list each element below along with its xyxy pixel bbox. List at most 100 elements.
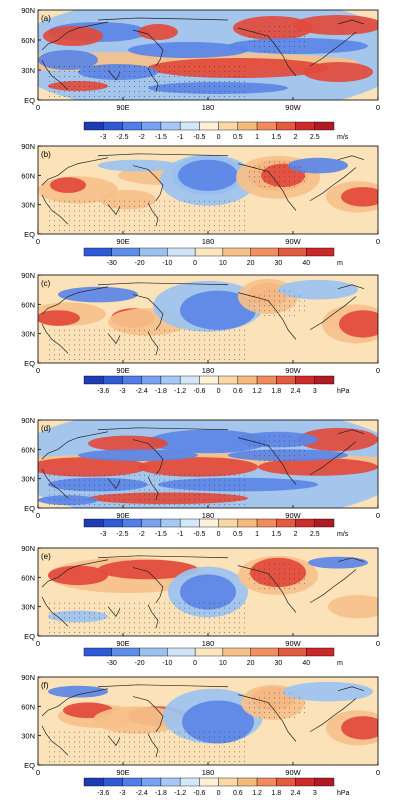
y-tick-label: 60N bbox=[21, 36, 35, 45]
anomaly-shading bbox=[48, 565, 108, 586]
coastline bbox=[42, 689, 108, 716]
x-tick-label: 90W bbox=[285, 366, 301, 375]
colorbar-unit: hPa bbox=[337, 388, 350, 395]
coastline bbox=[310, 32, 356, 66]
anomaly-shading bbox=[38, 457, 148, 477]
colorbar-tick-label: 0.5 bbox=[233, 134, 243, 141]
colorbar-tick-label: -1.5 bbox=[155, 134, 167, 141]
colorbar-tick-label: 1 bbox=[255, 531, 259, 538]
colorbar-tick-label: 3 bbox=[313, 790, 317, 797]
x-tick-label: 90W bbox=[285, 103, 301, 112]
coastline bbox=[133, 697, 163, 732]
coastline bbox=[338, 430, 364, 434]
coastline bbox=[148, 332, 158, 355]
colorbar-swatch bbox=[103, 777, 123, 787]
y-tick-label: 90N bbox=[21, 6, 35, 15]
colorbar-tick-label: -3 bbox=[100, 134, 106, 141]
colorbar-tick-label: -3 bbox=[100, 531, 106, 538]
coastline bbox=[42, 597, 68, 626]
colorbar-swatch bbox=[218, 518, 239, 528]
coastline bbox=[238, 695, 296, 742]
coastline bbox=[338, 687, 364, 691]
coastline bbox=[238, 293, 296, 340]
panel-label: (a) bbox=[41, 14, 51, 23]
colorbar-swatch bbox=[194, 647, 224, 657]
x-tick-label: 90E bbox=[116, 639, 129, 648]
coastline bbox=[133, 30, 163, 66]
colorbar-swatch bbox=[276, 518, 296, 528]
colorbar-tick-label: -2.5 bbox=[116, 134, 128, 141]
colorbar-swatch bbox=[83, 647, 112, 657]
colorbar-swatch bbox=[179, 121, 200, 131]
coastline bbox=[238, 566, 296, 613]
anomaly-shading bbox=[98, 559, 198, 580]
anomaly-shading bbox=[48, 685, 108, 698]
x-tick-label: 0 bbox=[376, 237, 380, 246]
colorbar-swatch bbox=[160, 777, 181, 787]
colorbar-swatch bbox=[167, 647, 196, 657]
anomaly-shading bbox=[308, 556, 368, 569]
colorbar-tick-label: 1.8 bbox=[271, 790, 281, 797]
colorbar-swatch bbox=[237, 121, 258, 131]
anomaly-shading bbox=[303, 62, 373, 82]
colorbar-swatch bbox=[222, 247, 251, 257]
colorbar-swatch bbox=[103, 121, 123, 131]
coastline bbox=[338, 285, 364, 289]
x-tick-label: 0 bbox=[36, 639, 40, 648]
colorbar-swatch bbox=[256, 777, 277, 787]
coastline bbox=[98, 556, 228, 558]
colorbar-tick-label: 0 bbox=[193, 660, 197, 667]
anomaly-shading bbox=[43, 26, 103, 46]
x-tick-label: 90W bbox=[285, 237, 301, 246]
colorbar-tick-label: 2 bbox=[294, 134, 298, 141]
colorbar-tick-label: -0.6 bbox=[193, 790, 205, 797]
colorbar-tick-label: -1.8 bbox=[155, 388, 167, 395]
map-panel: (f) bbox=[37, 676, 379, 766]
coastline bbox=[238, 28, 296, 76]
significance-stipple bbox=[48, 65, 248, 100]
anomaly-shading bbox=[180, 290, 256, 330]
y-tick-label: 30N bbox=[21, 475, 35, 484]
colorbar-tick-label: 0.6 bbox=[233, 388, 243, 395]
colorbar-swatch bbox=[295, 375, 315, 385]
colorbar-tick-label: 2.5 bbox=[310, 531, 320, 538]
colorbar-swatch bbox=[306, 247, 335, 257]
colorbar-tick-label: -3.6 bbox=[97, 388, 109, 395]
colorbar-tick-label: 1.2 bbox=[252, 790, 262, 797]
colorbar-swatch bbox=[160, 375, 181, 385]
colorbar-tick-label: -1.2 bbox=[174, 388, 186, 395]
colorbar-swatch bbox=[179, 375, 200, 385]
colorbar-tick-label: 1 bbox=[255, 134, 259, 141]
x-tick-label: 0 bbox=[36, 366, 40, 375]
x-tick-label: 180 bbox=[202, 639, 215, 648]
colorbar-tick-label: -10 bbox=[162, 660, 172, 667]
colorbar-swatch bbox=[199, 777, 219, 787]
coastline bbox=[310, 699, 356, 732]
colorbar: -30 -20 -10 0 10 20 30 40 m bbox=[83, 647, 343, 667]
y-tick-label: EQ bbox=[24, 504, 35, 513]
colorbar: -30 -20 -10 0 10 20 30 40 m bbox=[83, 247, 343, 267]
colorbar-tick-label: -2.4 bbox=[136, 790, 148, 797]
coastline bbox=[338, 558, 364, 562]
colorbar-swatch bbox=[122, 518, 142, 528]
coastline bbox=[338, 156, 364, 160]
colorbar-tick-label: 1.8 bbox=[271, 388, 281, 395]
significance-stipple bbox=[48, 199, 248, 234]
x-tick-label: 0 bbox=[376, 103, 380, 112]
colorbar-swatch bbox=[250, 247, 279, 257]
colorbar-swatch bbox=[103, 518, 123, 528]
anomaly-shading bbox=[328, 594, 378, 619]
colorbar-tick-label: 2.4 bbox=[291, 790, 301, 797]
coastline bbox=[42, 469, 68, 498]
colorbar-tick-label: 10 bbox=[219, 660, 227, 667]
x-tick-label: 0 bbox=[36, 768, 40, 777]
colorbar-swatch bbox=[295, 121, 315, 131]
panel-label: (d) bbox=[41, 424, 51, 433]
coastline bbox=[238, 164, 296, 211]
colorbar-tick-label: -1.2 bbox=[174, 790, 186, 797]
colorbar-tick-label: -2.4 bbox=[136, 388, 148, 395]
colorbar-tick-label: 0 bbox=[217, 790, 221, 797]
y-tick-label: 90N bbox=[21, 673, 35, 682]
colorbar-tick-label: -2.5 bbox=[116, 531, 128, 538]
x-tick-label: 0 bbox=[36, 237, 40, 246]
